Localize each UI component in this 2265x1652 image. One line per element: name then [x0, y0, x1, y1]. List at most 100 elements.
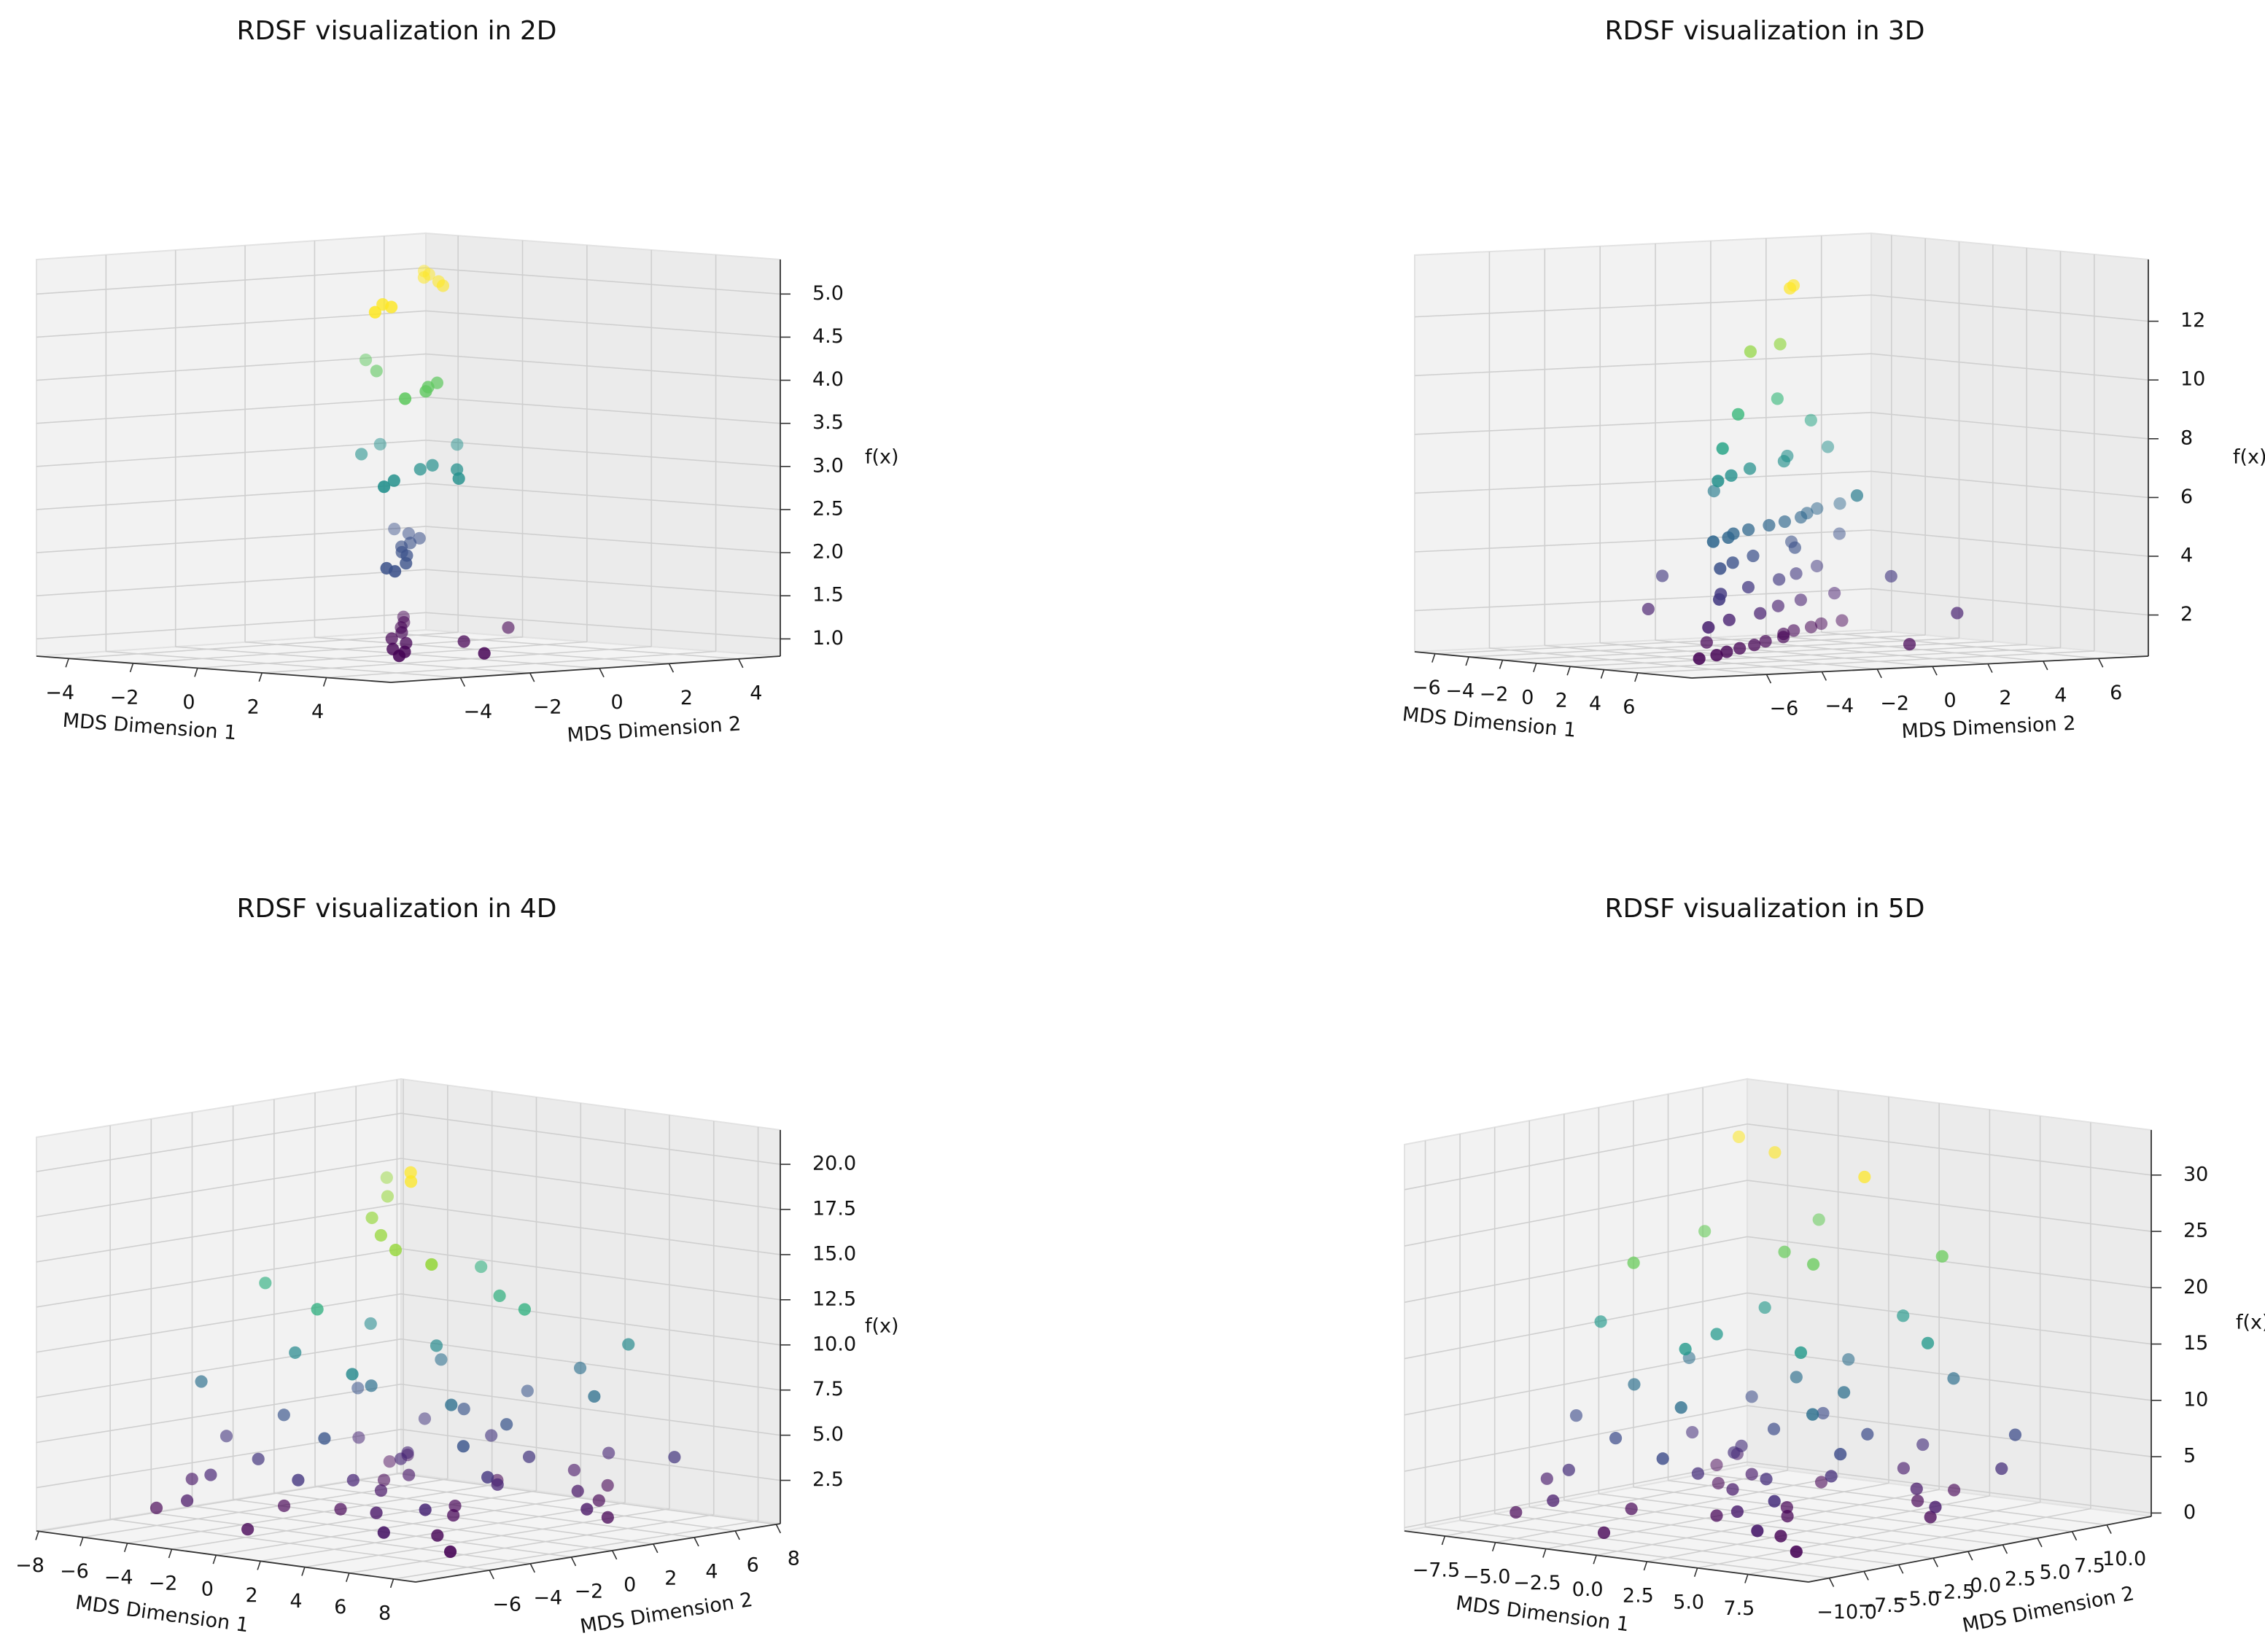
data-point	[1810, 559, 1824, 573]
grid-line	[1747, 1180, 2152, 1232]
y-tick-label: 6	[2110, 682, 2122, 704]
grid-line	[151, 1512, 531, 1565]
data-point	[1774, 1530, 1787, 1543]
grid-line	[393, 1520, 758, 1580]
data-point	[1825, 1470, 1838, 1483]
z-tick-label: 5	[2183, 1445, 2196, 1468]
y-axis-line	[390, 655, 781, 683]
data-point	[485, 1429, 498, 1442]
data-point	[493, 1289, 506, 1302]
grid-line	[171, 1490, 537, 1550]
tick-mark	[570, 1556, 577, 1567]
grid-line	[260, 1502, 626, 1562]
data-point	[370, 365, 383, 378]
x-axis-label: MDS Dimension 1	[1402, 703, 1577, 741]
grid-line	[425, 526, 781, 553]
tick-mark	[346, 1573, 350, 1582]
data-point	[377, 480, 391, 494]
tick-mark	[1431, 653, 1436, 663]
tick-mark	[1600, 669, 1605, 679]
grid-line	[1414, 588, 1872, 612]
grid-line	[127, 1484, 492, 1544]
grid-line	[397, 1473, 777, 1525]
y-axis-line	[1691, 655, 2149, 679]
data-point	[1609, 1432, 1623, 1445]
x-axis-line	[36, 1530, 416, 1583]
y-axis-line	[1808, 1516, 2152, 1583]
data-point	[417, 271, 431, 284]
y-tick-label: 7.5	[2074, 1554, 2105, 1577]
grid-line	[1404, 1236, 1748, 1304]
data-point	[1562, 1463, 1575, 1476]
data-point	[1754, 607, 1767, 620]
data-point	[365, 1379, 378, 1392]
data-point	[1911, 1495, 1924, 1508]
data-point	[601, 1511, 615, 1524]
data-point	[1751, 1524, 1764, 1538]
data-point	[1712, 1476, 1725, 1490]
grid-line	[36, 1248, 402, 1308]
grid-line	[1414, 294, 1872, 318]
data-point	[1691, 1467, 1704, 1480]
y-tick-label: −4	[533, 1586, 562, 1609]
x-tick-label: 4	[290, 1590, 302, 1613]
data-point	[241, 1523, 255, 1536]
grid-line	[110, 1519, 490, 1571]
tick-mark	[1897, 1564, 1904, 1574]
grid-line	[1414, 470, 1872, 494]
data-point	[377, 1526, 390, 1539]
y-tick-label: 5.0	[2039, 1561, 2070, 1583]
data-point	[1540, 1472, 1553, 1485]
data-point	[1951, 607, 1964, 620]
x-tick-label: 6	[1623, 696, 1635, 718]
data-point	[334, 1503, 347, 1516]
grid-line	[36, 1293, 402, 1353]
data-point	[1510, 1505, 1523, 1519]
y-tick-label: 4	[2054, 684, 2067, 706]
tick-mark	[734, 1530, 740, 1540]
tick-mark	[301, 1567, 306, 1576]
data-point	[1781, 1510, 1794, 1523]
data-point	[385, 632, 398, 645]
z-tick-label: 10.0	[812, 1333, 856, 1355]
data-point	[289, 1346, 302, 1359]
grid-line	[1404, 1405, 1748, 1472]
z-tick-label: 7.5	[812, 1378, 844, 1400]
x-tick-label: 0.0	[1572, 1578, 1604, 1601]
data-point	[380, 1171, 393, 1184]
z-tick-label: 17.5	[812, 1197, 856, 1220]
tick-mark	[1491, 1542, 1496, 1552]
z-tick-label: 6	[2180, 486, 2193, 508]
data-point	[1767, 1422, 1781, 1435]
data-point	[1744, 345, 1757, 358]
z-tick-label: 12.5	[812, 1287, 856, 1310]
grid-line	[1747, 1123, 2152, 1176]
grid-line	[175, 646, 530, 674]
data-point	[1806, 1258, 1820, 1271]
tick-mark	[2097, 658, 2104, 668]
grid-line	[400, 1293, 781, 1346]
tick-mark	[775, 1524, 782, 1534]
tick-mark	[1876, 669, 1882, 679]
grid-line	[1489, 647, 1767, 675]
data-point	[1817, 1406, 1830, 1420]
tick-mark	[1593, 1554, 1597, 1565]
tick-mark	[738, 658, 744, 669]
data-point	[1722, 531, 1735, 545]
z-tick-label: 0	[2183, 1501, 2196, 1524]
data-point	[1806, 1408, 1819, 1421]
y-tick-label: −4	[463, 701, 492, 723]
data-point	[1783, 281, 1797, 295]
data-point	[385, 300, 398, 313]
x-tick-label: 2	[1555, 690, 1568, 712]
y-tick-label: 0	[623, 1573, 636, 1596]
z-tick-label: 15.0	[812, 1242, 856, 1265]
data-point	[149, 1501, 163, 1515]
data-point	[1743, 462, 1757, 475]
z-tick-label: 2	[2180, 603, 2193, 626]
grid-line	[36, 396, 427, 424]
data-point	[1924, 1511, 1937, 1524]
data-point	[1935, 1250, 1949, 1263]
tick-mark	[1566, 666, 1571, 676]
z-tick-label: 1.0	[812, 627, 844, 650]
